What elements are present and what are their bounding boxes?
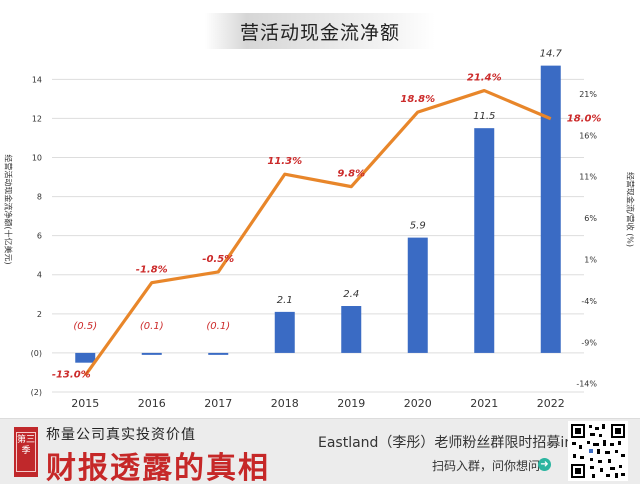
x-tick-label: 2022: [537, 397, 565, 410]
bar: [341, 306, 362, 353]
left-tick-label: 8: [37, 193, 42, 202]
line-value-label: -1.8%: [136, 265, 168, 276]
y-axis-right-label: 经营现金流/营收 (%): [625, 171, 635, 248]
bar: [474, 128, 495, 353]
x-tick-label: 2015: [71, 397, 99, 410]
line-value-label: 18.0%: [567, 114, 602, 125]
left-tick-label: 4: [37, 271, 42, 280]
right-tick-label: 6%: [584, 214, 597, 223]
bar: [407, 237, 428, 353]
bar-value-label: 2.1: [277, 295, 293, 306]
qr-code-icon[interactable]: [568, 421, 628, 481]
season-badge: 第三季: [14, 427, 38, 477]
bar: [208, 352, 229, 355]
title-background: [205, 13, 435, 49]
season-badge-text: 第三季: [16, 432, 36, 472]
line-series: [83, 88, 552, 377]
x-tick-label: 2018: [271, 397, 299, 410]
left-tick-label: (0): [31, 349, 42, 358]
bar: [141, 352, 162, 355]
left-tick-label: 14: [32, 75, 42, 84]
bar-value-label: (0.5): [73, 321, 97, 332]
x-tick-label: 2021: [470, 397, 498, 410]
footer-slogan: 称量公司真实投资价值: [46, 427, 196, 443]
footer-scan-text: 扫码入群，问你想问: [432, 459, 541, 473]
bar-value-label: 14.7: [540, 49, 563, 60]
line-value-label: 9.8%: [337, 169, 365, 180]
chart-svg: (2) (0) 2 4 6 8 10 12 14 -14% -9% -4% 1% 6% 11% 16% 21% (…: [31, 49, 602, 410]
bar-value-label: 11.5: [473, 111, 495, 122]
x-tick-label: 2019: [337, 397, 365, 410]
bar-value-label: (0.1): [206, 321, 230, 332]
right-tick-label: -14%: [576, 380, 597, 389]
bar-value-label: 2.4: [343, 289, 359, 300]
footer-promo: Eastland（李彤）老师粉丝群限时招募ing: [318, 435, 583, 451]
left-tick-label: 10: [32, 153, 42, 162]
right-tick-label: 11%: [579, 173, 597, 182]
bar-value-label: 5.9: [410, 221, 426, 232]
chart-title: 营活动现金流净额: [239, 22, 400, 44]
left-tick-label: 2: [37, 310, 42, 319]
right-tick-label: -4%: [581, 297, 597, 306]
right-tick-label: 1%: [584, 256, 597, 265]
line-value-label: 11.3%: [267, 156, 302, 167]
right-tick-label: -9%: [581, 338, 597, 347]
line-value-label: 21.4%: [467, 73, 502, 84]
bar: [540, 65, 561, 353]
x-tick-label: 2017: [204, 397, 232, 410]
footer-brand: 财报透露的真相: [46, 451, 270, 486]
bar: [75, 352, 96, 363]
y-axis-left-label: 经营活动现金流净额(十亿美元): [3, 154, 13, 265]
x-tick-label: 2020: [404, 397, 432, 410]
footer-banner: 第三季 称量公司真实投资价值 财报透露的真相 Eastland（李彤）老师粉丝群…: [0, 418, 640, 486]
line-value-label: 18.8%: [400, 94, 435, 105]
line-value-label: -13.0%: [52, 369, 91, 380]
bar-value-label: (0.1): [140, 321, 164, 332]
left-tick-label: 6: [37, 232, 42, 241]
bar: [274, 311, 295, 353]
left-tick-label: (2): [31, 388, 42, 397]
right-tick-label: 21%: [579, 90, 597, 99]
arrow-icon: ➜: [538, 458, 551, 471]
left-tick-label: 12: [32, 114, 42, 123]
right-tick-label: 16%: [579, 131, 597, 140]
x-tick-label: 2016: [138, 397, 166, 410]
line-value-label: -0.5%: [202, 254, 234, 265]
chart-area: 营活动现金流净额 (2) (0) 2 4 6 8 10 12 14 -14% -9% -4% 1% 6% 1…: [3, 13, 635, 410]
